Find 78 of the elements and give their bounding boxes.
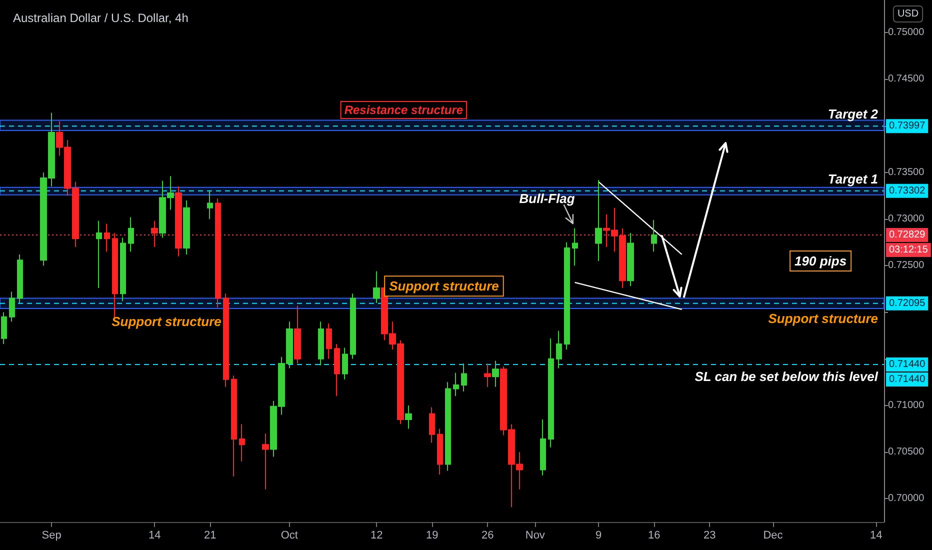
x-tick-label: Oct <box>280 530 298 542</box>
y-tick-label: 0.72500 <box>888 260 925 272</box>
candlestick <box>556 330 562 369</box>
text: 03:12:15 <box>889 244 928 256</box>
candlestick <box>223 293 229 388</box>
candlestick <box>175 186 182 257</box>
text: Australian Dollar / U.S. Dollar, 4h <box>13 11 188 25</box>
candlestick <box>318 321 324 366</box>
candlestick <box>207 190 213 220</box>
candlestick <box>231 375 237 477</box>
annotation: Target 1 <box>828 171 878 186</box>
x-tick-label: 14 <box>148 530 161 542</box>
candlestick <box>373 270 380 304</box>
candlestick <box>294 305 301 364</box>
x-tick-label: 23 <box>703 530 716 542</box>
annotation: Support structure <box>768 310 878 326</box>
candlestick <box>215 198 221 308</box>
annotation: SL can be set below this level <box>694 368 878 384</box>
candlestick <box>627 232 634 287</box>
y-tick-label: 0.75000 <box>888 27 925 38</box>
candlestick <box>151 220 158 248</box>
y-tick-label: 0.73500 <box>888 166 925 178</box>
candlestick <box>461 363 467 392</box>
candlestick <box>492 360 499 388</box>
ref-line-label: 0.72829 <box>889 229 926 240</box>
candlestick <box>183 200 190 255</box>
ref-line-label: 0.73997 <box>889 120 926 132</box>
candlestick <box>326 322 332 360</box>
x-tick-label: Nov <box>525 530 546 542</box>
x-tick-label: 19 <box>426 530 438 542</box>
x-tick-label: 14 <box>870 530 882 542</box>
annotation: Bull-Flag <box>519 191 575 206</box>
candlestick <box>1 312 7 344</box>
candlestick <box>405 404 412 430</box>
annotation: Target 2 <box>828 106 879 122</box>
candlestick <box>437 428 443 475</box>
candlestick <box>572 228 578 266</box>
candlestick <box>342 347 348 380</box>
y-tick-label: 0.71000 <box>888 400 925 411</box>
candlestick <box>548 338 554 448</box>
x-tick-label: 21 <box>204 530 216 542</box>
y-tick-label: 0.70500 <box>888 446 925 458</box>
candlestick <box>429 406 435 444</box>
text: 0.71440 <box>889 374 926 385</box>
candlestick <box>595 179 602 262</box>
y-tick-label: 0.73000 <box>888 214 925 225</box>
candlestick <box>262 432 269 490</box>
y-axis-title: USD <box>897 8 919 20</box>
x-tick-label: 9 <box>596 530 602 542</box>
candlestick <box>453 372 459 397</box>
annotation: 190 pips <box>794 254 847 268</box>
candlestick <box>445 382 451 472</box>
candlestick <box>104 223 110 252</box>
candlestick <box>96 220 102 289</box>
candlestick <box>540 418 546 476</box>
band-label: Resistance structure <box>344 102 464 117</box>
x-tick-label: 12 <box>370 530 383 542</box>
annotation: Support structure <box>389 278 499 294</box>
candlestick <box>350 293 356 360</box>
candlestick <box>120 237 126 302</box>
x-tick-label: 26 <box>481 530 494 542</box>
x-tick-label: Sep <box>42 530 62 542</box>
ref-line-label: 0.71440 <box>889 358 926 370</box>
x-tick-label: Dec <box>763 530 784 542</box>
candlestick <box>651 219 657 252</box>
candlestick <box>484 363 491 388</box>
candlestick <box>564 242 570 350</box>
ref-line-label: 0.73302 <box>889 185 926 196</box>
ref-line-label: 0.72095 <box>889 298 926 309</box>
candlestick <box>128 216 134 252</box>
candlestick <box>239 424 245 462</box>
candlestick <box>17 254 23 304</box>
annotation: Support structure <box>112 314 222 330</box>
candlestick <box>334 343 340 397</box>
y-tick-label: 0.74500 <box>888 74 925 85</box>
candlestick <box>9 291 15 322</box>
x-tick-label: 16 <box>648 530 660 542</box>
y-tick-label: 0.70000 <box>888 493 925 504</box>
